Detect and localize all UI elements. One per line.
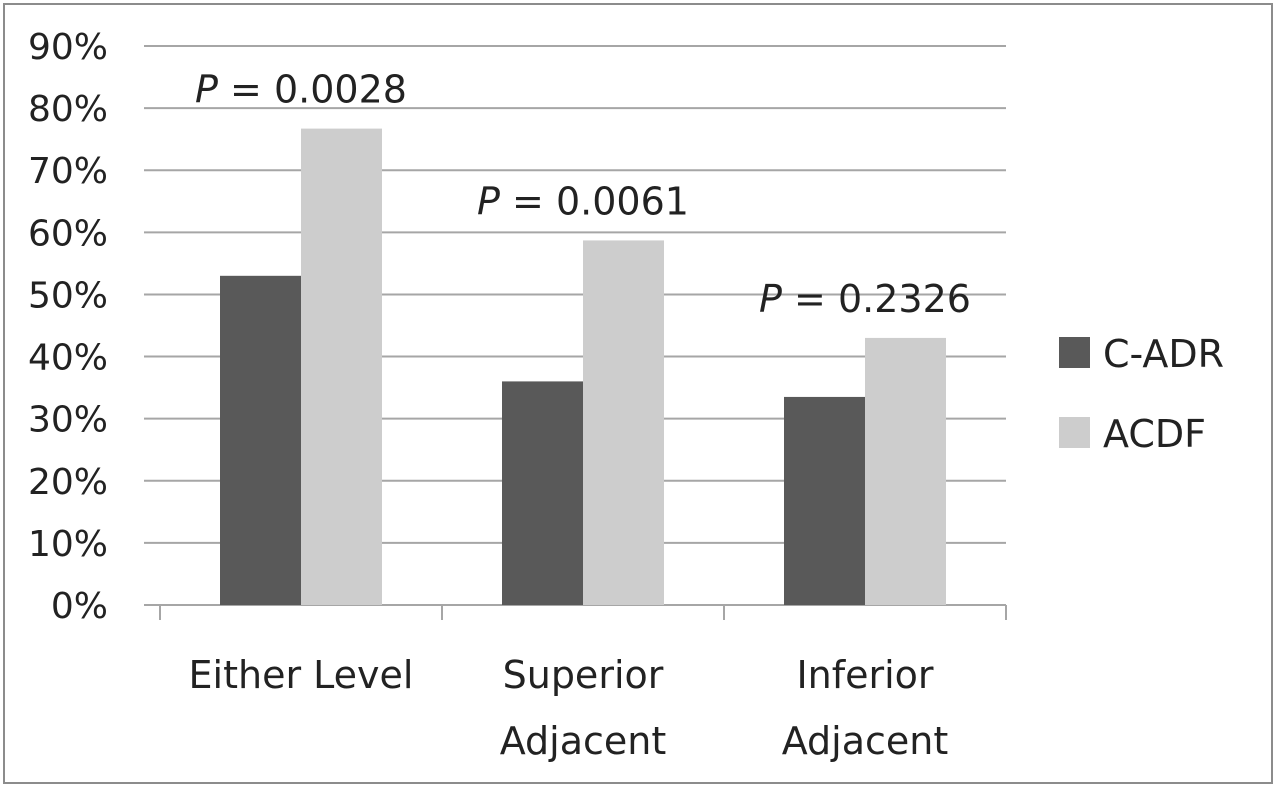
y-tick-label: 40% (28, 338, 108, 379)
bar-c-adr (784, 396, 865, 605)
legend-label: ACDF (1103, 412, 1206, 456)
x-category-label: Superior (503, 653, 664, 697)
bar-acdf (301, 128, 382, 605)
p-value-text: = 0.0028 (218, 68, 407, 112)
y-tick-label: 20% (28, 462, 108, 503)
p-value-annotation: P = 0.0028 (195, 68, 407, 112)
y-tick-label: 10% (28, 524, 108, 565)
bar-acdf (583, 240, 664, 605)
x-category-label: Inferior (796, 653, 933, 697)
y-tick-label: 0% (51, 586, 108, 627)
y-tick-label: 70% (28, 151, 108, 192)
x-category-label: Adjacent (782, 719, 949, 763)
p-value-annotation: P = 0.2326 (759, 277, 971, 321)
p-letter: P (759, 277, 782, 321)
p-letter: P (477, 179, 500, 223)
y-tick-label: 50% (28, 275, 108, 316)
p-value-annotation: P = 0.0061 (477, 179, 689, 223)
y-tick-label: 60% (28, 213, 108, 254)
legend-label: C-ADR (1103, 332, 1224, 376)
p-value-text: = 0.0061 (500, 179, 689, 223)
y-tick-label: 30% (28, 400, 108, 441)
p-value-text: = 0.2326 (782, 277, 971, 321)
x-category-label: Adjacent (500, 719, 667, 763)
bar-c-adr (220, 275, 301, 605)
x-category-label: Either Level (189, 653, 414, 697)
p-letter: P (195, 68, 218, 112)
y-tick-label: 80% (28, 89, 108, 130)
bar-c-adr (502, 381, 583, 605)
legend-swatch (1059, 417, 1090, 448)
legend-swatch (1059, 337, 1090, 368)
chart-frame (3, 3, 1273, 784)
bar-acdf (865, 337, 946, 605)
y-tick-label: 90% (28, 27, 108, 68)
